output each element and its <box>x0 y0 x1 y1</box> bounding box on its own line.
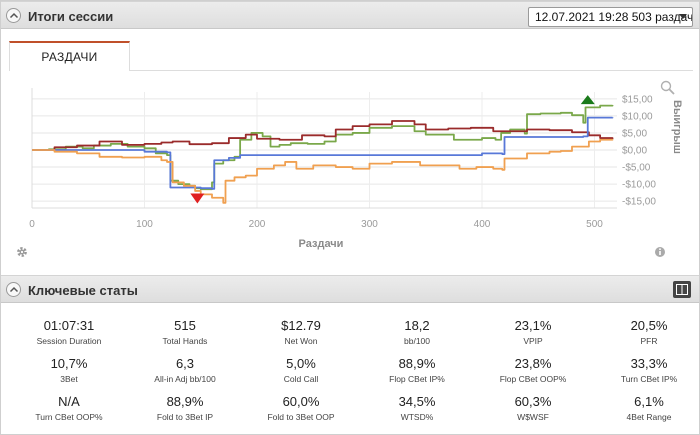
y-tick-label: -$15,00 <box>622 197 656 208</box>
stat-label: All-in Adj bb/100 <box>154 374 216 384</box>
stat-value: 01:07:31 <box>43 318 95 333</box>
stat-label: VPIP <box>523 336 543 346</box>
session-select-value: 12.07.2021 19:28 503 раздач) <box>535 10 693 24</box>
stat-label: 3Bet <box>60 374 78 384</box>
gear-icon[interactable] <box>17 247 27 257</box>
stat-value: 10,7% <box>50 356 88 371</box>
stat-label: Flop CBet IP% <box>389 374 445 384</box>
winnings-chart: $15,00 $10,00 $5,00 $0,00 -$5,00 -$10,00 -$15,… <box>1 71 699 271</box>
stat-label: Fold to 3Bet OOP <box>267 412 335 422</box>
stat-value: 88,9% <box>398 356 436 371</box>
stat-value: 20,5% <box>630 318 668 333</box>
x-tick-label: 300 <box>361 219 378 230</box>
stat-value: 515 <box>174 318 196 333</box>
y-tick-label: -$10,00 <box>622 180 656 191</box>
stat-value: 33,3% <box>630 356 668 371</box>
series-line-blue <box>32 116 614 190</box>
info-icon[interactable] <box>655 247 665 257</box>
stat-label: Flop CBet OOP% <box>499 374 567 384</box>
stat-cell: 23,8% Flop CBet OOP% <box>475 356 591 385</box>
stat-value: 18,2 <box>404 318 430 333</box>
stat-label: Total Hands <box>162 336 208 346</box>
stat-value: 23,8% <box>514 356 552 371</box>
key-stats-header: Ключевые статы <box>1 275 699 303</box>
collapse-stats-button[interactable] <box>6 282 21 297</box>
stat-cell: 88,9% Flop CBet IP% <box>359 356 475 385</box>
stat-label: Cold Call <box>283 374 319 384</box>
stat-cell: 34,5% WTSD% <box>359 394 475 423</box>
min-marker <box>190 193 205 204</box>
stat-label: PFR <box>640 336 658 346</box>
stat-cell: 5,0% Cold Call <box>243 356 359 385</box>
collapse-session-button[interactable] <box>6 8 21 23</box>
stat-value: 88,9% <box>166 394 204 409</box>
stat-value: 5,0% <box>286 356 316 371</box>
stat-value: 6,3 <box>175 356 195 371</box>
y-tick-label: $10,00 <box>622 111 653 122</box>
stat-value: N/A <box>58 394 80 409</box>
stat-cell: 01:07:31 Session Duration <box>11 318 127 347</box>
stat-label: bb/100 <box>404 336 430 346</box>
stat-label: Turn CBet IP% <box>620 374 678 384</box>
x-tick-label: 200 <box>249 219 266 230</box>
stat-label: Net Won <box>284 336 318 346</box>
stat-cell: 33,3% Turn CBet IP% <box>591 356 700 385</box>
stat-cell: 10,7% 3Bet <box>11 356 127 385</box>
stat-label: 4Bet Range <box>626 412 672 422</box>
stat-value: 6,1% <box>634 394 664 409</box>
stat-value: 60,3% <box>514 394 552 409</box>
y-axis-title: Выигрыш <box>671 100 683 154</box>
tab-hands[interactable]: РАЗДАЧИ <box>9 41 130 71</box>
stat-cell: $12.79 Net Won <box>243 318 359 347</box>
session-summary-title: Итоги сессии <box>28 9 114 24</box>
stat-cell: 60,0% Fold to 3Bet OOP <box>243 394 359 423</box>
x-tick-label: 100 <box>136 219 153 230</box>
stat-label: Turn CBet OOP% <box>35 412 103 422</box>
session-select[interactable]: 12.07.2021 19:28 503 раздач) <box>528 7 693 27</box>
max-marker <box>580 95 595 105</box>
y-tick-label: $0,00 <box>622 146 647 157</box>
session-summary-header: Итоги сессии 12.07.2021 19:28 503 раздач… <box>1 1 699 29</box>
series-line-orange <box>32 138 614 204</box>
chevron-up-icon <box>9 286 19 293</box>
y-tick-label: $5,00 <box>622 128 647 139</box>
layout-toggle-button[interactable] <box>673 281 691 298</box>
stat-cell: 6,3 All-in Adj bb/100 <box>127 356 243 385</box>
stat-label: Fold to 3Bet IP <box>156 412 214 422</box>
stat-cell: 60,3% W$WSF <box>475 394 591 423</box>
stat-cell: 20,5% PFR <box>591 318 700 347</box>
x-tick-label: 500 <box>586 219 603 230</box>
columns-icon <box>676 284 688 295</box>
stat-cell: N/A Turn CBet OOP% <box>11 394 127 423</box>
y-tick-label: -$5,00 <box>622 163 651 174</box>
stat-value: 60,0% <box>282 394 320 409</box>
stat-cell: 88,9% Fold to 3Bet IP <box>127 394 243 423</box>
winnings-chart-svg: $15,00 $10,00 $5,00 $0,00 -$5,00 -$10,00 -$15,… <box>17 80 683 257</box>
stat-value: 23,1% <box>514 318 552 333</box>
chevron-up-icon <box>9 12 19 19</box>
stat-cell: 6,1% 4Bet Range <box>591 394 700 423</box>
stat-value: $12.79 <box>281 318 321 333</box>
chart-tabs: РАЗДАЧИ <box>9 41 693 71</box>
x-tick-label: 400 <box>474 219 491 230</box>
x-tick-label: 0 <box>29 219 35 230</box>
zoom-icon[interactable] <box>660 80 675 95</box>
stat-value: 34,5% <box>398 394 436 409</box>
stat-cell: 23,1% VPIP <box>475 318 591 347</box>
stat-label: Session Duration <box>36 336 102 346</box>
chevron-down-icon <box>679 14 687 19</box>
key-stats-title: Ключевые статы <box>28 283 138 298</box>
stat-label: W$WSF <box>517 412 549 422</box>
series-line-dark-red <box>32 120 614 151</box>
stat-cell: 515 Total Hands <box>127 318 243 347</box>
y-tick-label: $15,00 <box>622 94 653 105</box>
stat-cell: 18,2 bb/100 <box>359 318 475 347</box>
x-axis-title: Раздачи <box>299 238 344 250</box>
stat-label: WTSD% <box>400 412 434 422</box>
series-line-green <box>32 104 614 191</box>
